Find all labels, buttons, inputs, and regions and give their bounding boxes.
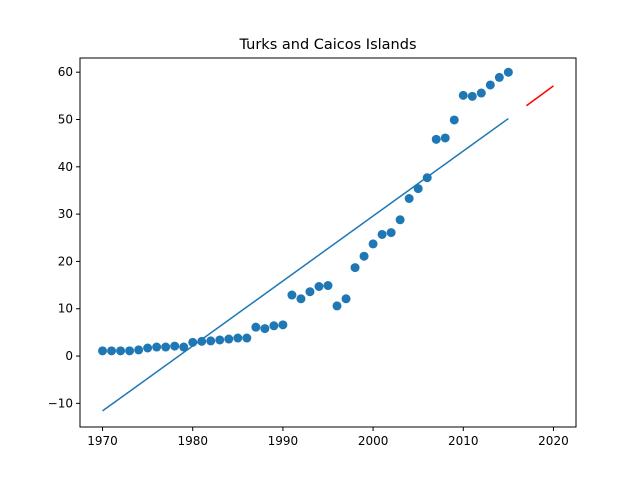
y-tick-label: 0 [65, 349, 73, 363]
x-tick-label: 1980 [177, 434, 208, 448]
data-point [368, 239, 378, 249]
data-point [350, 263, 360, 273]
data-point [278, 320, 288, 330]
y-tick-label: 60 [58, 65, 73, 79]
data-point [296, 294, 306, 304]
data-point [386, 228, 396, 238]
data-point [413, 184, 423, 194]
data-point [503, 67, 513, 77]
data-point [242, 333, 252, 343]
data-point [197, 336, 207, 346]
y-axis: −10 0 10 20 30 40 50 60 [48, 65, 80, 410]
forecast-line [525, 85, 554, 107]
data-point [98, 346, 108, 356]
data-point [449, 115, 459, 125]
data-point [332, 301, 342, 311]
data-point [458, 90, 468, 100]
data-point [494, 72, 504, 82]
data-point [467, 91, 477, 101]
data-point [377, 229, 387, 239]
chart-title: Turks and Caicos Islands [239, 37, 417, 53]
data-point [179, 342, 189, 352]
data-point [269, 321, 279, 331]
x-tick-label: 1970 [87, 434, 118, 448]
data-point [206, 336, 216, 346]
y-tick-label: 50 [58, 113, 73, 127]
fit-line [102, 117, 509, 412]
data-point [341, 294, 351, 304]
data-point [233, 333, 243, 343]
data-point [224, 334, 234, 344]
data-point [107, 346, 117, 356]
data-point [215, 335, 225, 345]
data-point [395, 215, 405, 225]
y-tick-label: −10 [48, 396, 73, 410]
data-point [170, 341, 180, 351]
data-point [116, 346, 126, 356]
x-tick-label: 1990 [268, 434, 299, 448]
data-point [260, 324, 270, 334]
data-point [134, 345, 144, 355]
data-point [440, 133, 450, 143]
data-point [125, 346, 135, 356]
plot-area [98, 67, 554, 412]
data-point [485, 80, 495, 90]
x-tick-label: 2000 [358, 434, 389, 448]
x-axis: 1970 1980 1990 2000 2010 2020 [87, 427, 569, 448]
x-tick-label: 2020 [538, 434, 569, 448]
y-tick-label: 40 [58, 160, 73, 174]
data-point [314, 281, 324, 291]
data-point [287, 290, 297, 300]
y-tick-label: 10 [58, 302, 73, 316]
data-point [152, 342, 162, 352]
data-point [404, 194, 414, 204]
axes-frame [79, 57, 577, 428]
data-point [251, 322, 261, 332]
data-point [143, 343, 153, 353]
data-point [431, 134, 441, 144]
data-point [323, 281, 333, 291]
data-point [476, 88, 486, 98]
data-point [161, 342, 171, 352]
x-tick-label: 2010 [448, 434, 479, 448]
y-tick-label: 30 [58, 207, 73, 221]
data-point [305, 287, 315, 297]
data-point [359, 251, 369, 261]
y-tick-label: 20 [58, 254, 73, 268]
